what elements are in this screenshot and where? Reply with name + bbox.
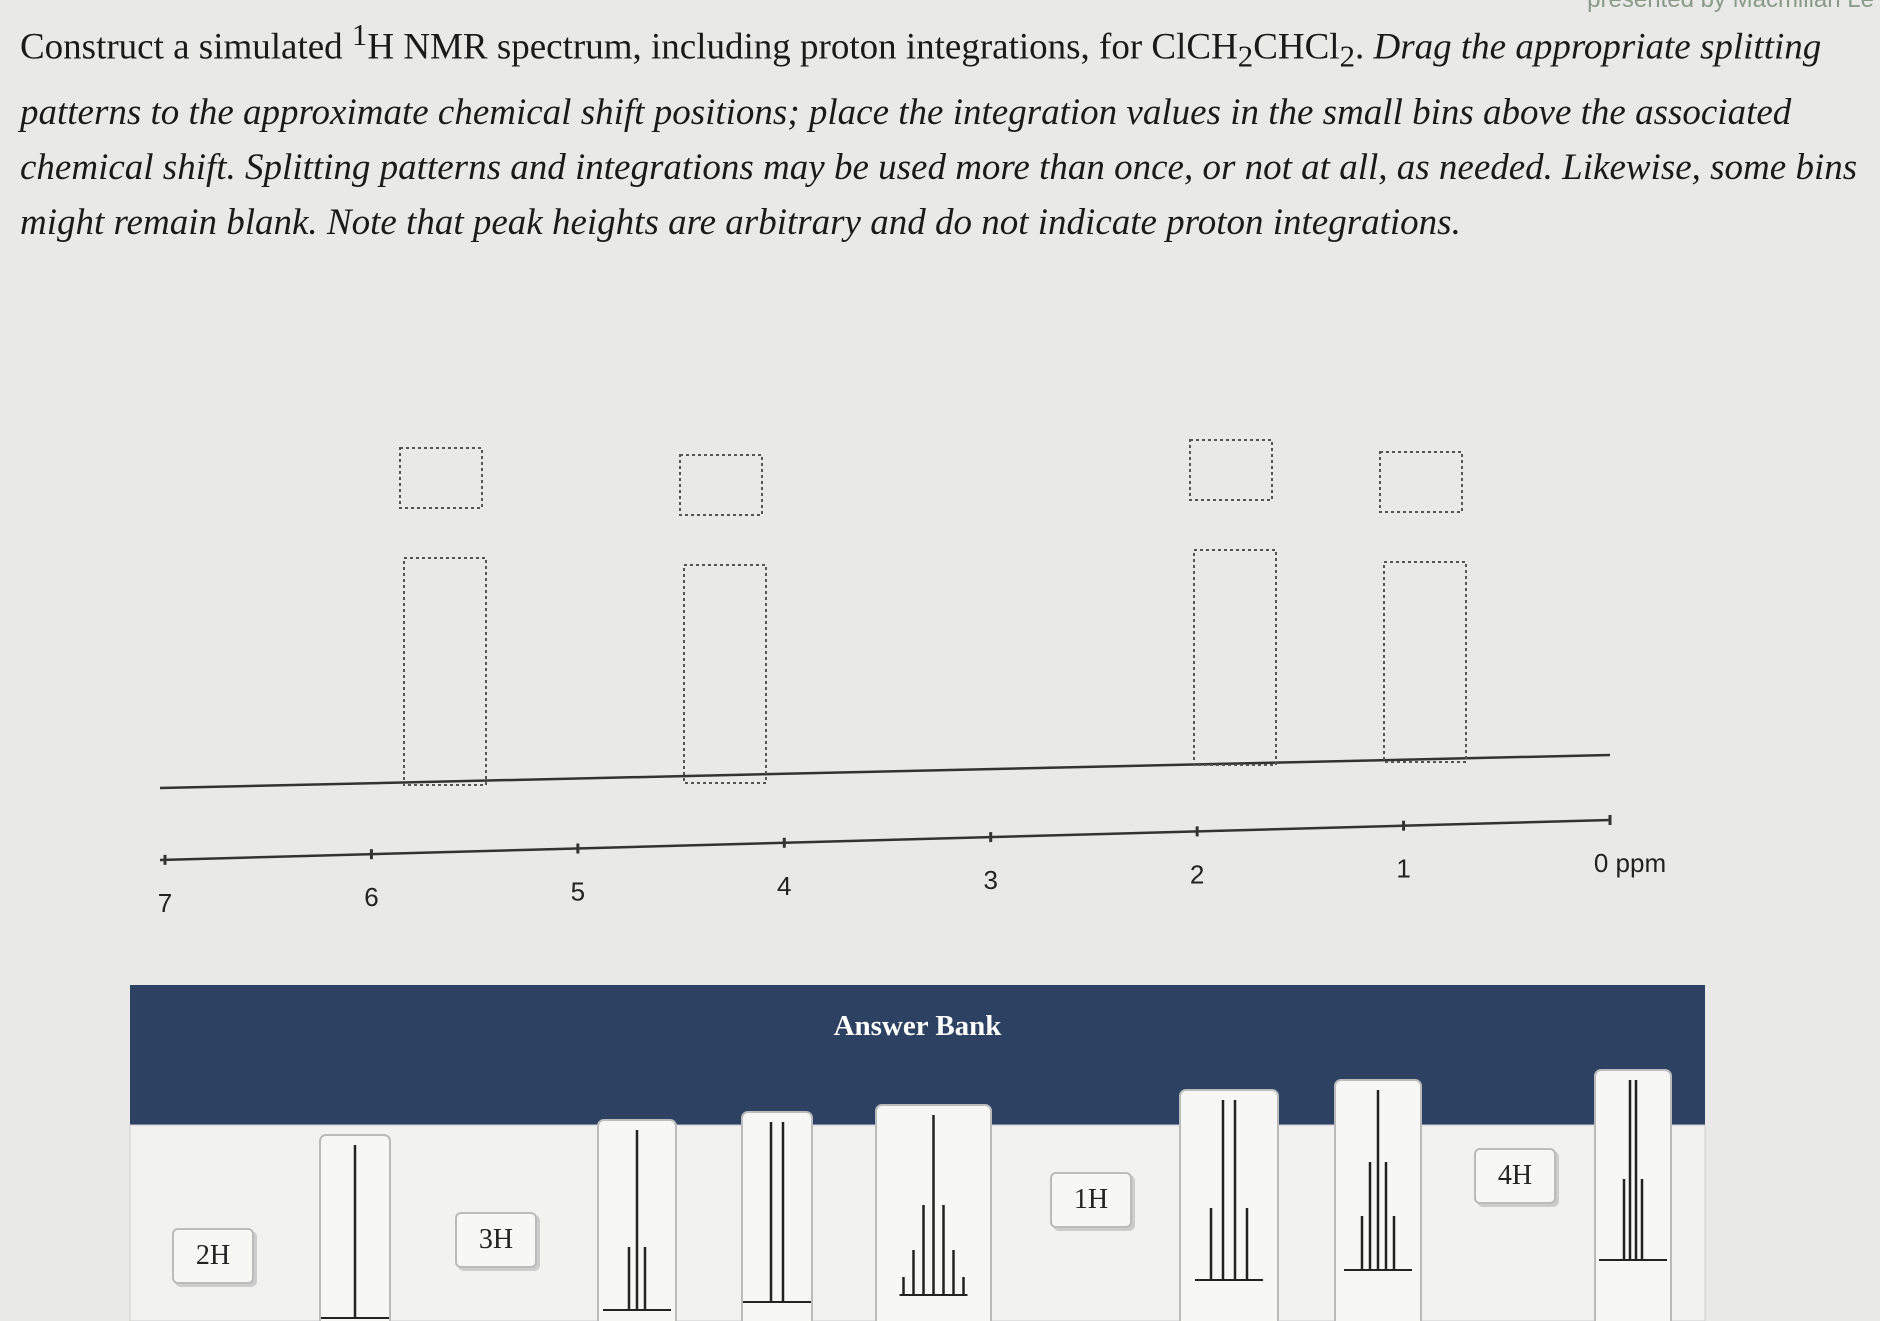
peak-bin[interactable] [683, 564, 767, 784]
integration-bin[interactable] [679, 454, 763, 516]
ppm-axis [159, 818, 1611, 862]
tick-label: 3 [983, 865, 997, 895]
tick-label: 1 [1396, 854, 1410, 884]
tick-label: 7 [158, 888, 172, 918]
splitting-pattern-card[interactable] [741, 1111, 813, 1321]
peak-bin[interactable] [1383, 561, 1467, 763]
question-text: CHCl [1253, 26, 1340, 68]
integration-chip[interactable]: 3H [455, 1212, 537, 1268]
integration-bin[interactable] [1379, 451, 1463, 513]
integration-chip[interactable]: 1H [1050, 1172, 1132, 1228]
question-text: . [1355, 26, 1374, 68]
tick-label: 5 [571, 876, 585, 906]
integration-bin[interactable] [399, 447, 483, 509]
tick-label: 4 [777, 871, 791, 901]
splitting-pattern-card[interactable] [1594, 1069, 1672, 1321]
splitting-pattern-card[interactable] [1179, 1089, 1279, 1321]
peak-bin[interactable] [1193, 549, 1277, 766]
question-text: H NMR spectrum, including proton integra… [367, 26, 1238, 68]
question: Construct a simulated 1H NMR spectrum, i… [20, 8, 1860, 250]
answer-bank-title: Answer Bank [833, 1010, 1002, 1042]
tick-label: 2 [1190, 859, 1204, 889]
baseline [159, 753, 1611, 790]
peak-bin[interactable] [403, 557, 487, 786]
subscript: 2 [1237, 39, 1254, 74]
integration-bin[interactable] [1189, 439, 1273, 501]
tick-label: 0 ppm [1594, 848, 1666, 878]
integration-chip[interactable]: 2H [172, 1228, 254, 1284]
integration-chip[interactable]: 4H [1474, 1148, 1556, 1204]
tick-label: 6 [364, 882, 378, 912]
superscript: 1 [351, 18, 368, 52]
question-text: Construct a simulated [20, 26, 352, 68]
subscript: 2 [1339, 39, 1355, 74]
brand: presented by Macmillan Le [1587, 0, 1874, 14]
bank-header [130, 985, 1705, 1125]
instructions: Drag the appropriate splitting patterns … [20, 26, 1858, 243]
